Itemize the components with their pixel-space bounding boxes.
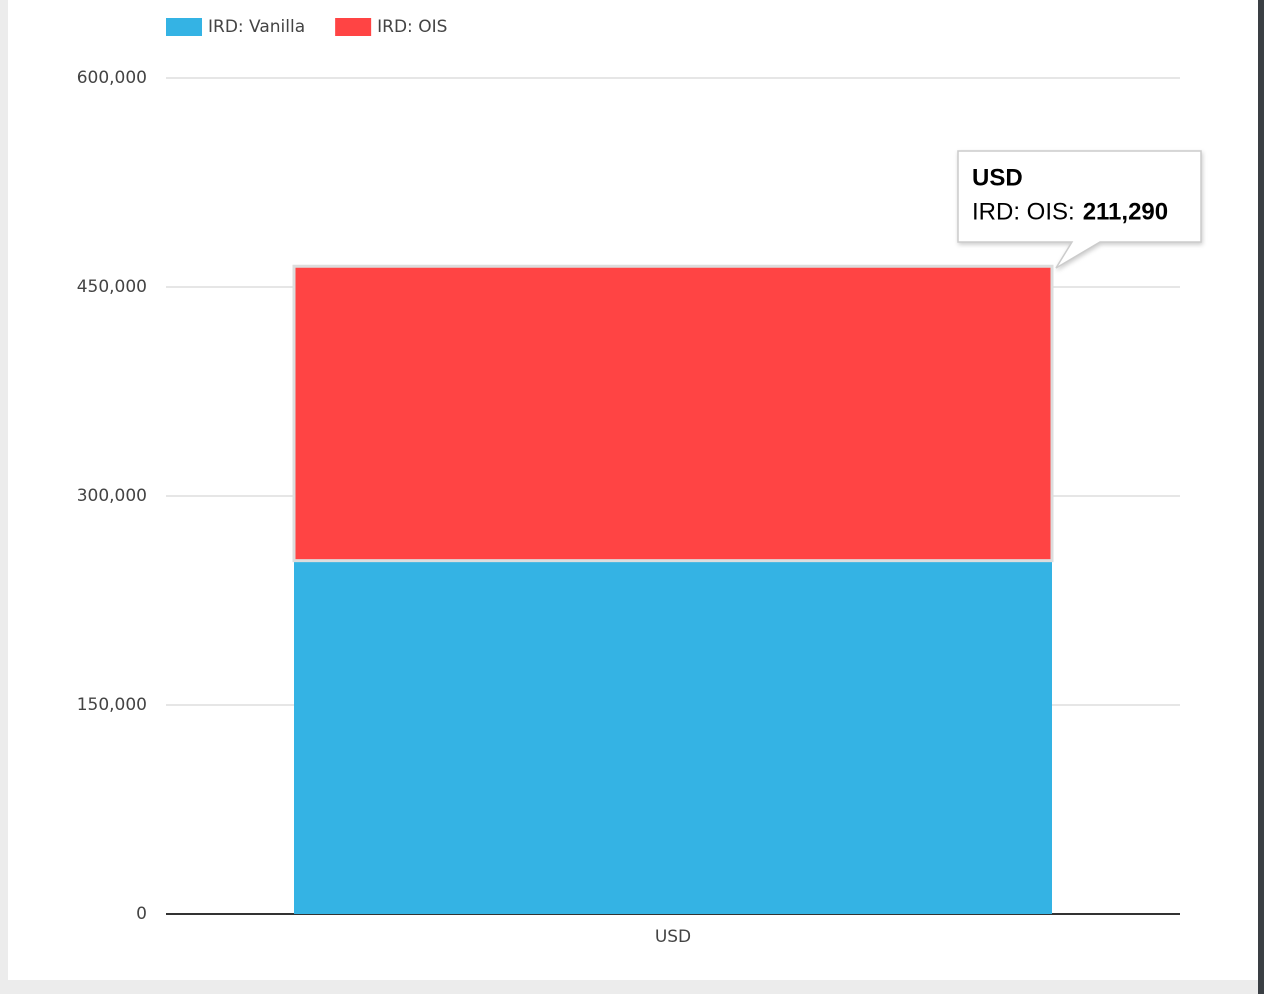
y-tick-label: 600,000 [77,68,147,88]
bottom-edge [0,980,1258,994]
legend-label: IRD: Vanilla [208,17,305,37]
y-tick-label: 0 [136,904,147,924]
bar-segment [294,560,1052,914]
tooltip-value: 211,290 [1083,198,1168,225]
right-edge [1258,0,1264,994]
y-tick-label: 300,000 [77,486,147,506]
y-tick-label: 150,000 [77,695,147,715]
tooltip-box [957,150,1202,269]
bar-segment [294,266,1052,561]
legend-label: IRD: OIS [377,17,447,37]
y-tick-label: 450,000 [77,277,147,297]
tooltip-label: IRD: OIS: [972,198,1075,225]
x-tick-label: USD [655,927,691,947]
tooltip: USD IRD: OIS: 211,290 [957,150,1202,269]
hover-outline [292,264,1054,563]
left-edge [0,0,8,994]
legend-swatch [166,18,202,36]
legend-swatch [335,18,372,36]
tooltip-title: USD [972,164,1023,191]
